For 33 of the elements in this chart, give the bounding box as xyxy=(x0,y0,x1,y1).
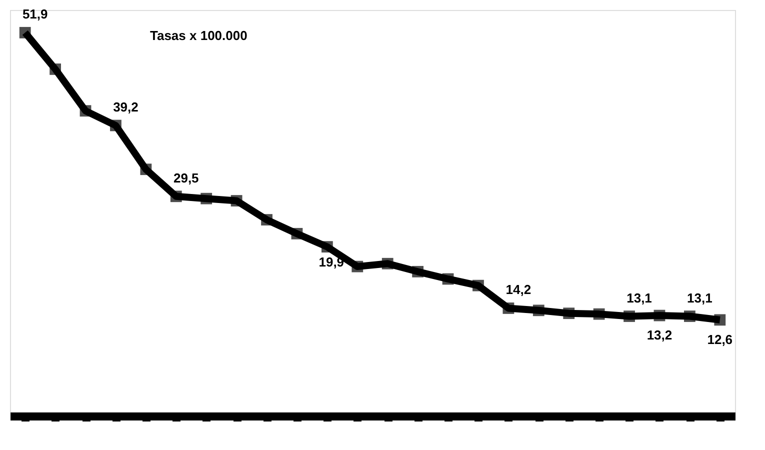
point xyxy=(532,304,544,316)
data-label: 39,2 xyxy=(113,99,138,114)
point xyxy=(472,280,484,292)
data-label: 14,2 xyxy=(506,282,532,298)
point xyxy=(261,214,272,226)
data-label: 13,1 xyxy=(626,290,652,306)
point xyxy=(593,308,605,320)
point xyxy=(442,273,454,285)
point xyxy=(321,241,333,253)
point xyxy=(352,260,364,272)
point xyxy=(563,308,575,320)
point xyxy=(80,105,92,117)
point xyxy=(140,164,152,176)
point xyxy=(19,26,31,38)
point xyxy=(714,314,726,326)
point xyxy=(502,302,514,314)
point xyxy=(654,310,666,322)
annotation: Tasas x 100.000 xyxy=(150,28,248,43)
point xyxy=(291,228,303,240)
point xyxy=(200,192,212,204)
point xyxy=(684,310,696,322)
point xyxy=(412,266,424,278)
point xyxy=(50,64,62,75)
point xyxy=(170,190,182,202)
point xyxy=(624,310,635,322)
data-label: 51,9 xyxy=(22,6,48,22)
data-label: 12,6 xyxy=(707,332,733,347)
data-label: 29,5 xyxy=(173,170,199,186)
data-label: 13,1 xyxy=(687,290,712,306)
point xyxy=(382,258,394,270)
point xyxy=(230,195,242,206)
data-label: 13,2 xyxy=(646,328,672,343)
point xyxy=(110,120,122,132)
